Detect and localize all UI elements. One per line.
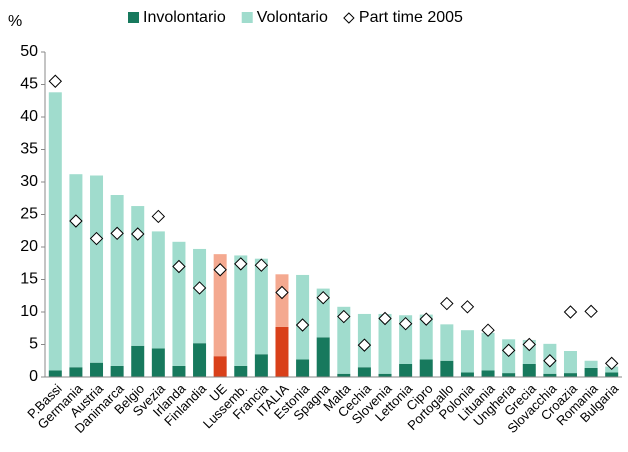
bar-segment	[460, 330, 474, 373]
bar-segment	[584, 360, 598, 368]
legend-marker	[343, 12, 355, 24]
legend-swatch	[128, 12, 139, 23]
bar-segment	[337, 373, 351, 377]
y-tick-label: 10	[20, 303, 38, 320]
y-tick-label: 35	[20, 141, 38, 158]
bar-segment	[275, 274, 289, 327]
bar-segment	[543, 373, 557, 377]
legend-swatch	[241, 12, 253, 23]
marker	[213, 263, 227, 277]
bar-segment	[90, 175, 104, 363]
bar-segment	[234, 365, 248, 377]
marker	[378, 311, 392, 326]
marker	[584, 304, 598, 319]
bar-segment	[440, 360, 454, 377]
marker	[563, 305, 578, 319]
y-tick-label: 20	[20, 238, 38, 255]
bar-segment	[131, 206, 145, 346]
bar-segment	[460, 372, 474, 377]
bar-segment	[481, 332, 495, 371]
bar-segment	[419, 359, 433, 377]
bar-segment	[69, 367, 83, 377]
marker	[337, 309, 351, 324]
bar-segment	[440, 324, 454, 361]
marker	[522, 337, 536, 352]
bar-segment	[90, 362, 104, 377]
bar-segment	[296, 274, 310, 360]
bar-segment	[110, 365, 124, 377]
bar-segment	[254, 354, 268, 377]
bar-segment	[48, 92, 62, 371]
y-tick-label: 25	[20, 206, 38, 223]
bar-segment	[254, 258, 268, 355]
marker	[604, 356, 619, 371]
marker	[234, 257, 248, 271]
bar-segment	[522, 364, 536, 377]
bar-segment	[69, 174, 83, 368]
y-tick-label: 45	[20, 76, 38, 93]
bar-segment	[357, 367, 371, 377]
bar-segment	[481, 370, 495, 377]
y-tick-label: 15	[20, 271, 38, 288]
marker	[89, 231, 104, 246]
marker	[501, 343, 516, 358]
bar-segment	[584, 367, 598, 377]
marker	[172, 259, 186, 274]
bar-segment	[399, 315, 413, 364]
marker	[357, 338, 372, 352]
bar-segment	[172, 241, 186, 366]
y-tick-label: 40	[20, 108, 38, 125]
bar-segment	[378, 313, 392, 374]
legend-label: Involontario	[143, 9, 226, 26]
marker	[460, 300, 475, 314]
bar-segment	[419, 314, 433, 360]
bar-segment	[275, 326, 289, 377]
bar-segment	[131, 345, 145, 377]
marker	[543, 354, 557, 368]
bar-segment	[110, 195, 124, 366]
y-tick-label: 30	[20, 173, 38, 190]
marker	[419, 312, 433, 326]
marker	[254, 258, 269, 272]
bar-segment	[296, 359, 310, 377]
marker	[192, 281, 207, 295]
marker	[48, 74, 63, 88]
bar-segment	[48, 370, 62, 377]
marker	[131, 227, 145, 241]
bar-segment	[193, 248, 207, 344]
bar-segment	[605, 372, 619, 377]
marker	[69, 214, 83, 228]
bar-segment	[502, 373, 516, 377]
y-axis-label: %	[8, 13, 22, 30]
bar-segment	[213, 356, 227, 377]
marker	[481, 323, 495, 337]
bar-segment	[378, 373, 392, 377]
y-tick-label: 0	[29, 368, 38, 385]
y-tick-label: 5	[29, 336, 38, 353]
bar-segment	[316, 337, 330, 377]
legend-label: Volontario	[257, 9, 328, 26]
bar-segment	[563, 373, 577, 377]
bar-segment	[213, 254, 227, 357]
y-tick-label: 50	[20, 43, 38, 60]
legend-label: Part time 2005	[359, 9, 463, 26]
bar-segment	[193, 343, 207, 377]
bar-segment	[172, 365, 186, 377]
marker	[151, 209, 166, 224]
marker	[295, 318, 310, 332]
marker	[316, 290, 330, 305]
bar-segment	[563, 351, 577, 374]
marker	[440, 296, 454, 311]
bar-segment	[234, 255, 248, 366]
marker	[398, 316, 413, 331]
marker	[110, 226, 124, 241]
bar-segment	[337, 306, 351, 374]
bar-segment	[151, 348, 165, 377]
bar-segment	[151, 231, 165, 349]
marker	[275, 285, 289, 300]
bar-segment	[399, 364, 413, 377]
